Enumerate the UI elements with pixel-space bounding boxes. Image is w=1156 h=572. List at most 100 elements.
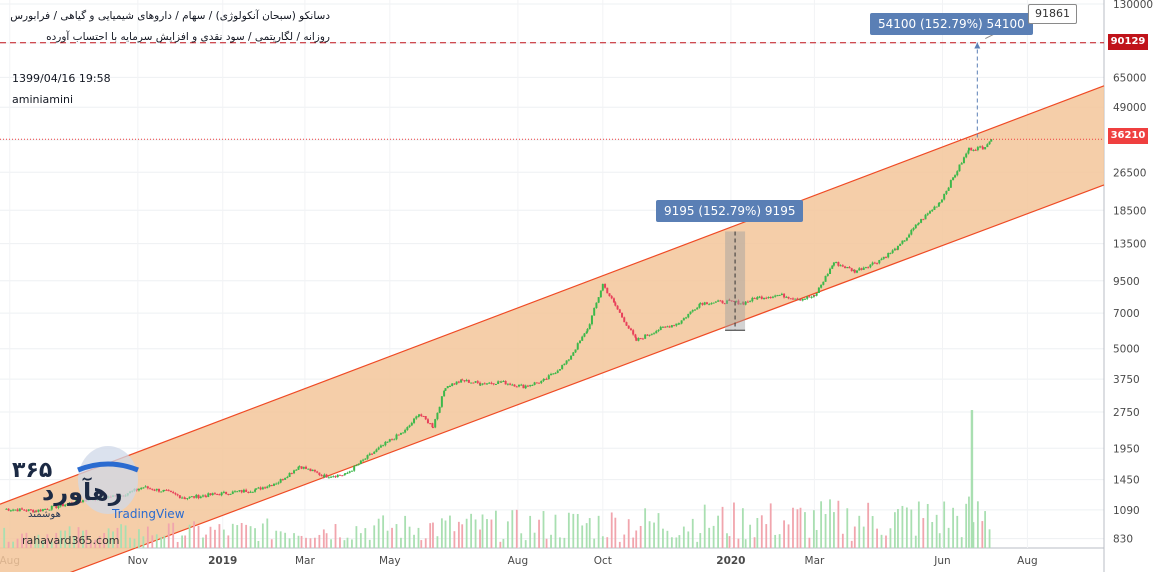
- candle-body: [550, 373, 553, 376]
- candle-body: [316, 471, 319, 473]
- candle-body: [264, 487, 267, 489]
- candle-body: [938, 202, 941, 204]
- candle-body: [476, 381, 479, 383]
- candle-body: [142, 487, 145, 489]
- candle-body: [542, 379, 545, 381]
- candle-body: [949, 180, 952, 188]
- candle-body: [284, 478, 287, 480]
- volume-bar: [880, 534, 883, 548]
- candle-body: [910, 229, 913, 235]
- candle-body: [538, 382, 541, 384]
- volume-bar: [254, 528, 256, 548]
- candle-body: [685, 317, 688, 319]
- candle-body: [20, 508, 23, 510]
- candle-body: [867, 267, 870, 269]
- candle-body: [526, 385, 529, 387]
- volume-bar: [804, 512, 806, 548]
- candle-body: [379, 445, 382, 448]
- candle-body: [858, 268, 861, 271]
- volume-bar: [520, 533, 523, 548]
- candle-body: [742, 302, 745, 305]
- volume-bar: [37, 534, 40, 548]
- volume-bar: [824, 514, 827, 548]
- candle-body: [558, 369, 561, 371]
- candle-body: [986, 144, 989, 148]
- volume-bar: [682, 526, 685, 548]
- candle-body: [808, 296, 811, 298]
- candle-body: [873, 262, 876, 264]
- candle-body: [140, 488, 143, 490]
- candle-body: [920, 219, 923, 223]
- candle-body: [391, 439, 394, 441]
- volume-bar: [506, 521, 509, 548]
- candle-body: [16, 509, 19, 512]
- volume-bar: [499, 541, 502, 548]
- candle-body: [595, 302, 598, 308]
- candle-body: [561, 365, 564, 370]
- candle-body: [753, 297, 756, 299]
- candle-body: [174, 493, 177, 495]
- header-line1: دسانکو (سبحان آنکولوژی) / سهام / داروهای…: [10, 10, 330, 22]
- volume-bar: [593, 538, 596, 548]
- candle-body: [251, 491, 254, 493]
- candle-body: [820, 284, 823, 288]
- candle-body: [878, 260, 881, 264]
- candle-body: [522, 384, 525, 389]
- volume-bar: [618, 541, 621, 548]
- volume-bar: [163, 535, 166, 548]
- x-tick-label: 2020: [716, 555, 745, 567]
- volume-bar: [721, 506, 724, 548]
- candle-body: [75, 500, 78, 504]
- y-tick-label: 830: [1113, 534, 1133, 546]
- candle-body: [776, 295, 779, 297]
- candle-body: [509, 383, 512, 385]
- volume-bar: [257, 540, 260, 548]
- volume-bar: [240, 522, 243, 548]
- candle-body: [193, 496, 196, 498]
- candle-body: [485, 383, 488, 385]
- volume-bar: [85, 529, 88, 548]
- volume-bar: [614, 517, 617, 548]
- candle-body: [149, 488, 152, 490]
- volume-bar: [377, 518, 380, 548]
- volume-bar: [218, 524, 221, 548]
- volume-bar: [550, 534, 552, 548]
- volume-bar: [222, 529, 225, 548]
- volume-bar: [300, 535, 303, 548]
- candle-body: [650, 333, 653, 335]
- candle-body: [413, 418, 416, 423]
- candle-body: [344, 473, 347, 475]
- volume-bar: [429, 523, 432, 548]
- y-tick-label: 65000: [1113, 72, 1146, 84]
- candle-body: [66, 503, 69, 505]
- volume-bar: [432, 522, 434, 548]
- candle-body: [540, 380, 543, 384]
- candle-body: [330, 476, 333, 478]
- candle-body: [723, 303, 726, 305]
- candle-body: [641, 338, 644, 340]
- y-tick-label: 1450: [1113, 475, 1140, 487]
- candle-body: [835, 262, 838, 264]
- volume-bar: [812, 510, 815, 548]
- candle-body: [197, 494, 200, 499]
- volume-bar: [708, 527, 711, 548]
- candle-body: [77, 500, 80, 502]
- volume-bar: [368, 539, 371, 548]
- candle-body: [461, 379, 464, 381]
- volume-bar: [227, 535, 230, 548]
- candle-body: [853, 270, 856, 273]
- candle-body: [386, 441, 389, 443]
- volume-bar: [314, 537, 316, 548]
- candle-body: [668, 326, 671, 328]
- volume-bar: [279, 531, 282, 548]
- candle-body: [744, 301, 747, 305]
- candle-body: [216, 494, 219, 496]
- candle-body: [554, 372, 557, 374]
- candle-body: [355, 465, 358, 467]
- volume-bar: [601, 536, 604, 548]
- volume-bar: [889, 528, 892, 548]
- candle-body: [434, 419, 437, 428]
- candle-body: [424, 416, 427, 420]
- candle-body: [687, 313, 690, 318]
- volume-bar: [494, 510, 497, 548]
